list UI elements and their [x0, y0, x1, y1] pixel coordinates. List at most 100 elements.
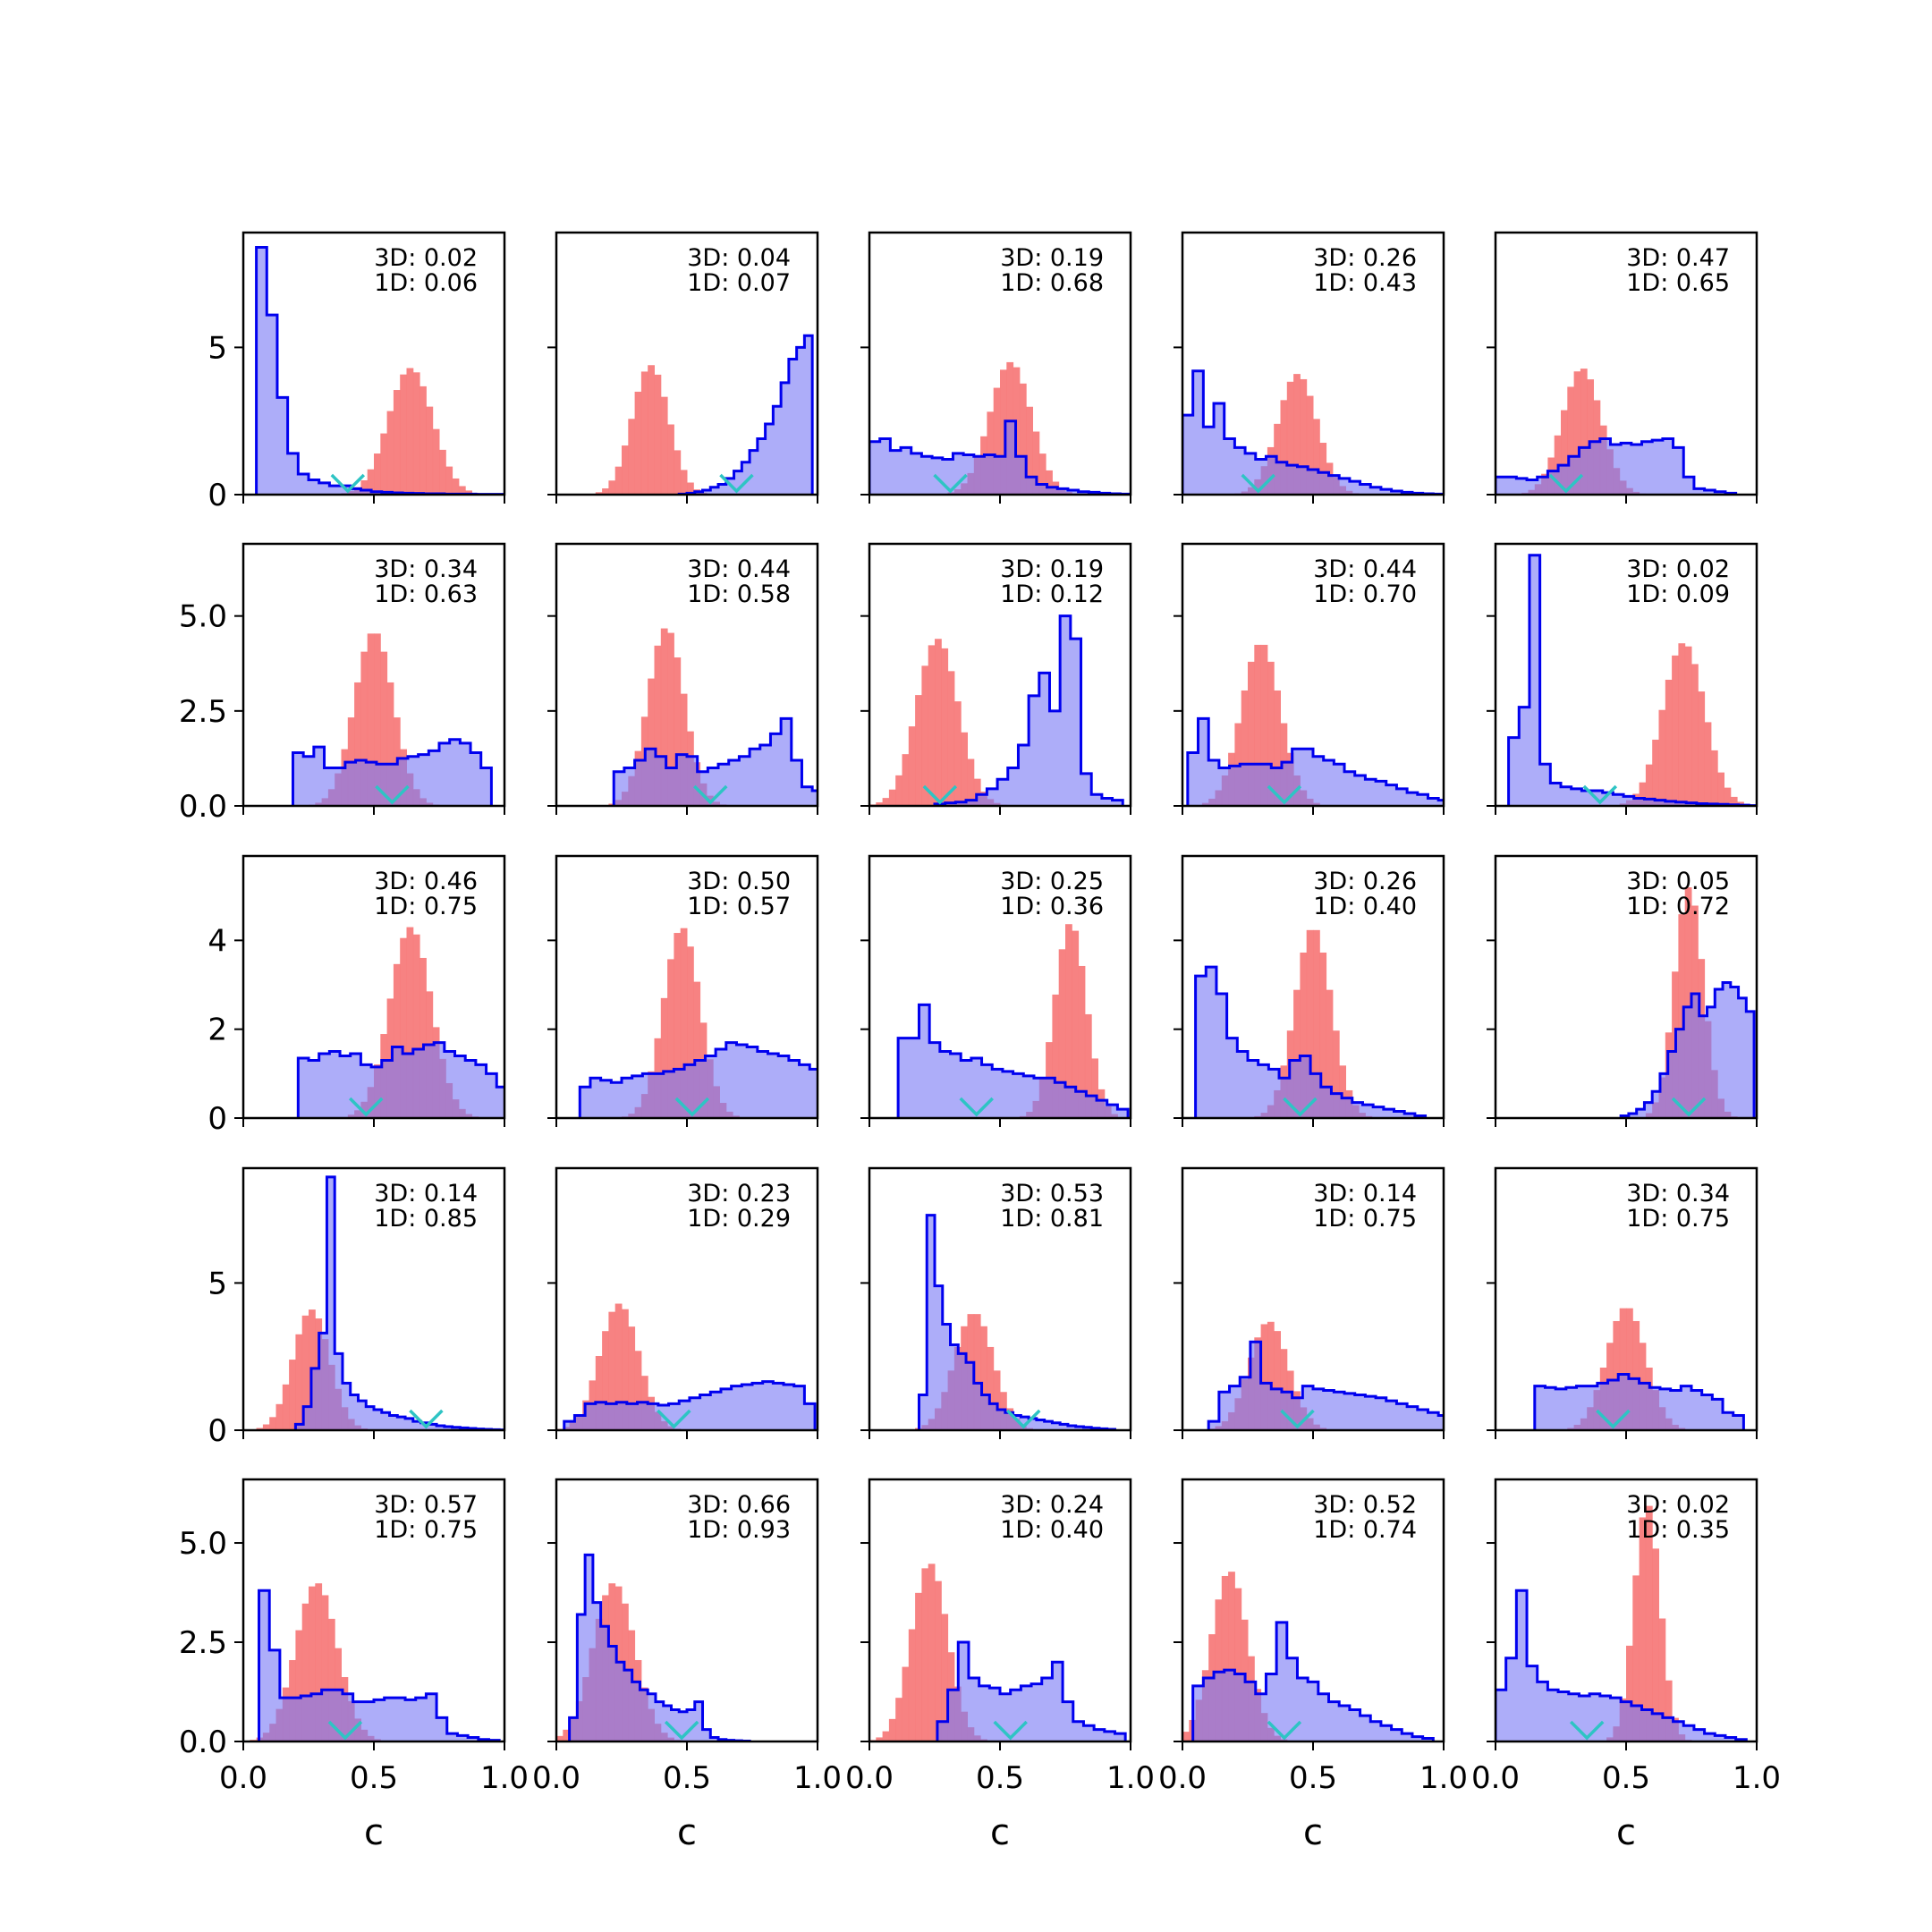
red-bar	[1658, 1618, 1666, 1741]
red-bar	[406, 368, 414, 495]
blue-hist-outline	[568, 1553, 751, 1741]
plot-area	[608, 628, 818, 806]
red-bar	[432, 428, 440, 495]
red-bar	[1717, 772, 1724, 806]
red-bar	[374, 453, 381, 495]
v-marker	[719, 473, 754, 494]
annotation-1d: 1D: 0.06	[374, 269, 478, 297]
red-bar	[301, 1603, 309, 1741]
annotation-1d: 1D: 0.85	[374, 1205, 478, 1233]
red-bar	[1332, 1030, 1340, 1118]
red-bar	[386, 682, 394, 806]
red-bar	[667, 424, 674, 495]
red-bar	[327, 1618, 335, 1741]
blue-hist-outline	[1619, 981, 1756, 1118]
x-tick-label: 0.5	[350, 1760, 398, 1796]
red-bar	[1300, 378, 1308, 495]
red-bar	[687, 482, 694, 495]
annotation-1d: 1D: 0.93	[687, 1516, 791, 1544]
red-bar	[380, 433, 388, 495]
red-bar	[680, 693, 688, 806]
red-bar	[693, 981, 701, 1118]
red-bar	[1319, 953, 1327, 1118]
blue-hist-fill	[256, 247, 504, 495]
y-tick-label: 2	[208, 1013, 227, 1048]
red-bar	[426, 406, 434, 495]
v-marker	[693, 784, 728, 805]
red-bar	[1065, 924, 1072, 1118]
red-bar	[295, 1334, 303, 1430]
red-bar	[622, 1309, 629, 1430]
plot-area	[1507, 554, 1757, 806]
red-bar	[908, 726, 916, 806]
red-bar	[256, 1428, 264, 1430]
red-bar	[563, 1729, 571, 1741]
blue-hist-outline	[933, 614, 1124, 806]
red-bar	[993, 387, 1001, 495]
red-bar	[386, 411, 394, 495]
annotation-3d: 3D: 0.05	[1626, 868, 1730, 895]
red-bar	[1691, 664, 1699, 806]
red-bar	[1639, 782, 1647, 806]
blue-hist-fill	[898, 1004, 1129, 1118]
red-bar	[1665, 679, 1673, 806]
red-bar	[1573, 371, 1581, 495]
red-bar	[1078, 965, 1086, 1118]
annotation-1d: 1D: 0.75	[374, 1516, 478, 1544]
red-bar	[595, 492, 603, 495]
x-tick-label: 0.0	[1471, 1760, 1520, 1796]
v-marker	[327, 1720, 363, 1741]
plot-area	[1182, 369, 1444, 495]
v-marker	[1596, 1409, 1631, 1429]
red-bar	[895, 1698, 902, 1741]
red-bar	[687, 946, 694, 1118]
red-bar	[439, 449, 446, 495]
red-bar	[1254, 644, 1262, 806]
red-bar	[360, 651, 369, 806]
annotation-3d: 3D: 0.66	[687, 1491, 791, 1519]
red-bar	[674, 933, 682, 1118]
red-bar	[1710, 750, 1718, 806]
red-bar	[1300, 953, 1308, 1118]
x-tick-label: 1.0	[1106, 1760, 1155, 1796]
red-bar	[935, 1580, 942, 1741]
blue-hist-fill	[614, 718, 818, 806]
red-bar	[1645, 764, 1653, 806]
red-bar	[660, 997, 668, 1118]
red-bar	[1678, 914, 1686, 1118]
red-bar	[1026, 406, 1033, 495]
x-tick-label: 0.5	[976, 1760, 1024, 1796]
blue-hist-fill	[919, 1215, 1115, 1430]
v-marker	[1548, 473, 1584, 494]
red-bar	[921, 1568, 929, 1741]
red-bar	[289, 1360, 296, 1430]
v-marker	[1283, 1097, 1318, 1117]
blue-hist-outline	[1182, 369, 1444, 495]
red-bar	[367, 633, 375, 806]
annotation-3d: 3D: 0.19	[1000, 555, 1104, 583]
y-tick-label: 5	[208, 1266, 227, 1301]
red-bar	[1561, 410, 1568, 495]
blue-hist-outline	[1207, 1340, 1444, 1430]
x-tick-label: 0.0	[219, 1760, 267, 1796]
y-tick-label: 0.0	[179, 789, 227, 825]
plot-area	[578, 928, 818, 1118]
blue-hist-fill	[936, 1642, 1126, 1741]
blue-hist-fill	[1508, 555, 1757, 806]
annotation-3d: 3D: 0.14	[374, 1180, 478, 1208]
blue-hist-fill	[580, 1042, 818, 1118]
blue-hist-outline	[1194, 965, 1428, 1118]
red-bar	[412, 372, 420, 495]
blue-hist-outline	[1533, 1372, 1745, 1430]
y-tick-label: 0	[208, 478, 227, 513]
v-marker	[1241, 473, 1275, 494]
annotation-3d: 3D: 0.53	[1000, 1180, 1104, 1208]
